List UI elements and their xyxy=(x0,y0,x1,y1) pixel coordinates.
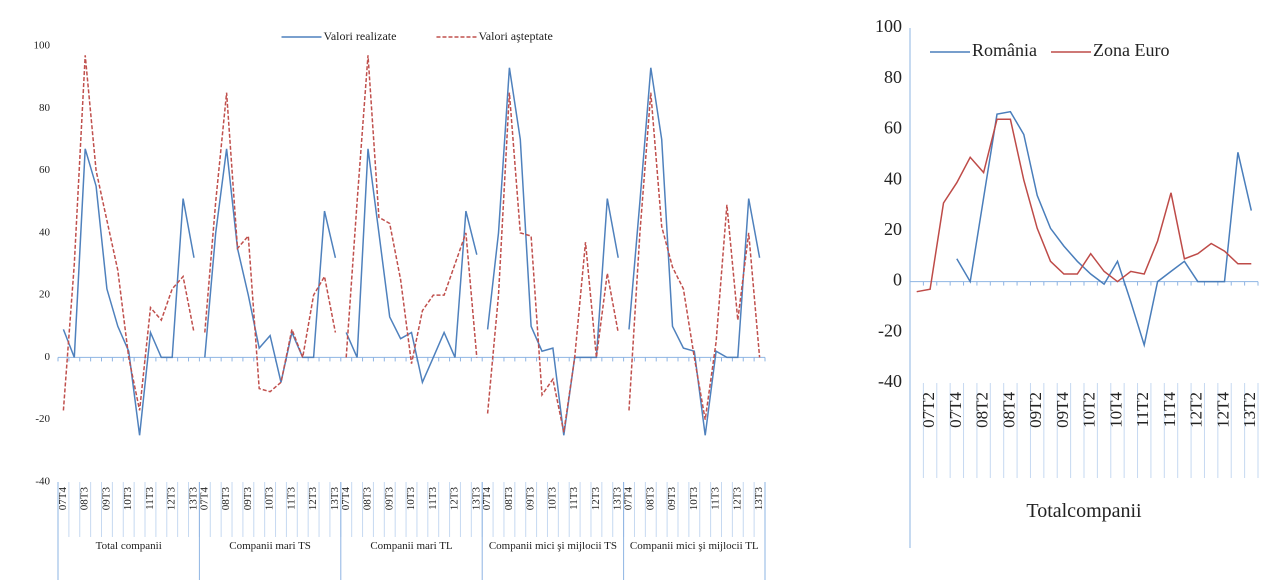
y-tick-label: 60 xyxy=(39,164,51,176)
y-tick-label: 0 xyxy=(45,351,51,363)
y-tick-label: 80 xyxy=(884,67,902,87)
x-tick-label: 10T2 xyxy=(1080,392,1099,428)
x-tick-label: 10T3 xyxy=(546,487,558,511)
x-tick-label: 07T4 xyxy=(946,392,965,428)
x-tick-label: 11T3 xyxy=(710,487,722,510)
x-tick-label: 08T3 xyxy=(362,487,374,511)
group-label: Companii mari TL xyxy=(370,540,453,552)
x-tick-label: 07T4 xyxy=(481,487,493,511)
y-tick-label: 40 xyxy=(39,226,51,238)
y-tick-label: -40 xyxy=(35,476,50,488)
x-tick-label: 11T3 xyxy=(285,487,297,510)
series-line xyxy=(956,110,1253,348)
x-tick-label: 09T2 xyxy=(1026,392,1045,428)
x-tick-label: 08T3 xyxy=(79,487,91,511)
series-line xyxy=(62,55,195,411)
x-tick-label: 12T4 xyxy=(1213,392,1232,428)
series-line xyxy=(628,92,761,420)
series-line xyxy=(486,67,619,436)
x-tick-label: 07T4 xyxy=(340,487,352,511)
x-tick-label: 12T3 xyxy=(166,487,178,511)
x-tick-label: 10T3 xyxy=(405,487,417,511)
x-tick-label: 07T4 xyxy=(198,487,210,511)
x-tick-label: 10T3 xyxy=(122,487,134,511)
x-tick-label: 12T3 xyxy=(731,487,743,511)
x-tick-label: 07T4 xyxy=(57,487,69,511)
x-tick-label: 10T3 xyxy=(264,487,276,511)
y-tick-label: 0 xyxy=(893,270,902,290)
x-tick-label: 13T3 xyxy=(470,487,482,511)
x-tick-label: 12T3 xyxy=(449,487,461,511)
x-tick-label: 09T3 xyxy=(525,487,537,511)
x-tick-label: 12T3 xyxy=(307,487,319,511)
x-tick-label: 08T3 xyxy=(220,487,232,511)
y-tick-label: 100 xyxy=(34,40,51,52)
series-line xyxy=(345,148,478,385)
x-tick-label: 09T3 xyxy=(242,487,254,511)
x-tick-label: 11T4 xyxy=(1160,392,1179,428)
x-tick-label: 07T2 xyxy=(919,392,938,428)
group-label: Companii mari TS xyxy=(229,540,311,552)
y-tick-label: 80 xyxy=(39,102,51,114)
y-tick-label: 40 xyxy=(884,168,902,188)
y-tick-label: 100 xyxy=(875,16,902,36)
series-line xyxy=(204,148,337,383)
x-tick-label: 09T4 xyxy=(1053,392,1072,428)
series-line xyxy=(345,55,478,364)
series-line xyxy=(628,67,761,436)
y-tick-label: -40 xyxy=(878,371,902,391)
group-label: Companii mici şi mijlocii TS xyxy=(488,540,617,552)
x-tick-label: 13T3 xyxy=(187,487,199,511)
y-tick-label: 20 xyxy=(884,219,902,239)
x-tick-label: 13T3 xyxy=(753,487,765,511)
y-tick-label: 20 xyxy=(39,289,51,301)
x-tick-label: 12T3 xyxy=(590,487,602,511)
legend-label: România xyxy=(972,40,1037,60)
group-label: Totalcompanii xyxy=(1026,500,1142,522)
x-tick-label: 08T2 xyxy=(973,392,992,428)
y-tick-label: 60 xyxy=(884,118,902,138)
x-tick-label: 13T2 xyxy=(1240,392,1259,428)
x-tick-label: 09T3 xyxy=(666,487,678,511)
y-tick-label: -20 xyxy=(878,320,902,340)
x-tick-label: 11T2 xyxy=(1133,392,1152,427)
group-label: Companii mici şi mijlocii TL xyxy=(629,540,759,552)
legend-label: Zona Euro xyxy=(1093,40,1169,60)
series-line xyxy=(486,92,619,433)
x-tick-label: 08T3 xyxy=(503,487,515,511)
legend-label: Valori realizate xyxy=(324,29,397,43)
x-tick-label: 08T3 xyxy=(644,487,656,511)
x-tick-label: 12T2 xyxy=(1187,392,1206,428)
x-tick-label: 13T3 xyxy=(612,487,624,511)
x-tick-label: 11T3 xyxy=(427,487,439,510)
series-line xyxy=(62,148,195,436)
y-tick-label: -20 xyxy=(35,413,50,425)
x-tick-label: 09T3 xyxy=(100,487,112,511)
x-tick-label: 09T3 xyxy=(383,487,395,511)
x-tick-label: 08T4 xyxy=(999,392,1018,428)
x-tick-label: 07T4 xyxy=(623,487,635,511)
series-line xyxy=(204,92,337,393)
series-line xyxy=(916,118,1252,293)
x-tick-label: 10T3 xyxy=(688,487,700,511)
legend-label: Valori aşteptate xyxy=(478,29,552,43)
x-tick-label: 11T3 xyxy=(568,487,580,510)
x-tick-label: 10T4 xyxy=(1106,392,1125,428)
group-label: Total companii xyxy=(95,540,162,552)
x-tick-label: 11T3 xyxy=(144,487,156,510)
x-tick-label: 13T3 xyxy=(329,487,341,511)
